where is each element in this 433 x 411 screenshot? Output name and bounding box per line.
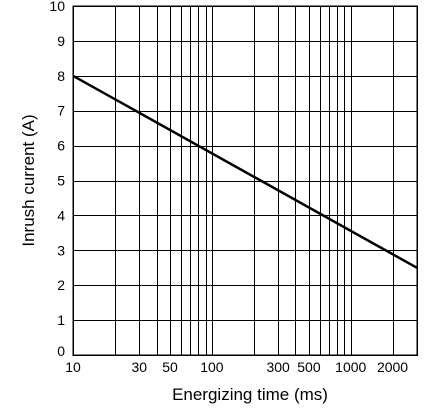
- series-line: [72, 74, 418, 269]
- grid: [73, 6, 417, 355]
- y-tick-label: 1: [57, 312, 65, 328]
- series-layer: [72, 74, 418, 269]
- y-tick-label: 10: [49, 0, 65, 14]
- plot-area-frame: [72, 5, 418, 356]
- x-tick-label: 100: [200, 359, 224, 375]
- x-tick-label: 2000: [377, 359, 408, 375]
- x-tick-label: 300: [266, 359, 290, 375]
- x-tick-labels: 10 30 50 100 300 500 1000 2000: [65, 359, 408, 375]
- y-tick-label: 9: [57, 33, 65, 49]
- x-axis-label: Energizing time (ms): [172, 385, 328, 404]
- y-tick-label: 6: [57, 138, 65, 154]
- y-tick-label: 0: [57, 343, 65, 359]
- x-tick-label: 30: [131, 359, 147, 375]
- y-tick-label: 8: [57, 68, 65, 84]
- y-tick-labels: 0 1 2 3 4 5 6 7 8 9 10: [49, 0, 65, 359]
- y-tick-label: 4: [57, 207, 65, 223]
- y-tick-label: 5: [57, 173, 65, 189]
- y-axis-label: Inrush current (A): [19, 114, 38, 246]
- y-tick-label: 7: [57, 103, 65, 119]
- y-tick-label: 2: [57, 277, 65, 293]
- x-tick-label: 50: [162, 359, 178, 375]
- x-tick-label: 1000: [335, 359, 366, 375]
- x-tick-label: 500: [297, 359, 321, 375]
- y-tick-label: 3: [57, 242, 65, 258]
- x-tick-label: 10: [65, 359, 81, 375]
